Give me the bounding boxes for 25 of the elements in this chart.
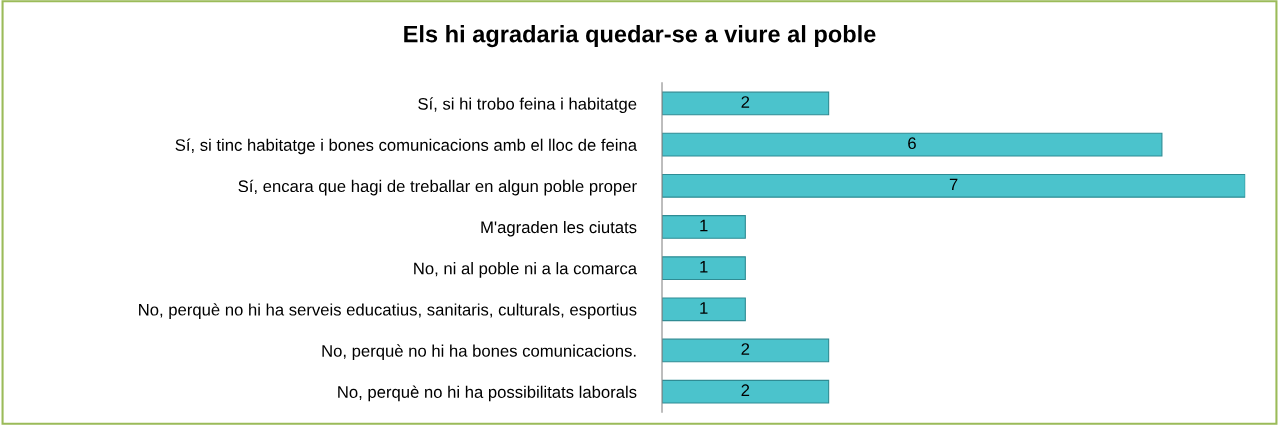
bar	[662, 379, 830, 404]
chart-title: Els hi agradaria quedar-se a viure al poble	[404, 25, 876, 48]
bar	[662, 256, 746, 281]
bar	[662, 91, 830, 116]
bar	[662, 297, 746, 322]
y-tick-label: Sí, si hi trobo feina i habitatge	[418, 97, 637, 114]
bar	[662, 338, 830, 363]
bar	[662, 132, 1163, 157]
y-tick-label: No, perquè no hi ha bones comunicacions.	[322, 344, 636, 361]
data-label: 1	[700, 219, 708, 232]
data-label: 1	[700, 302, 708, 314]
data-label: 7	[949, 178, 958, 191]
bar	[662, 173, 1246, 198]
y-tick-label: No, ni al poble ni a la comarca	[414, 262, 638, 278]
y-tick-label: Sí, si tinc habitatge i bones comunicacions amb el lloc de feina	[175, 138, 638, 155]
data-label: 2	[741, 343, 750, 355]
y-tick-label: Sí, encara que hagi de treballar en algun poble proper	[238, 179, 637, 196]
data-label: 2	[741, 384, 750, 396]
y-tick-label: No, perquè no hi ha possibilitats laborals	[338, 385, 637, 402]
bar	[662, 215, 746, 239]
y-tick-label: No, perquè no hi ha serveis educatius, sanitaris, culturals, esportius	[139, 303, 637, 319]
data-label: 1	[700, 260, 708, 273]
data-label: 6	[908, 137, 916, 150]
y-tick-label: M'agraden les ciutats	[481, 220, 637, 237]
data-label: 2	[741, 96, 750, 108]
